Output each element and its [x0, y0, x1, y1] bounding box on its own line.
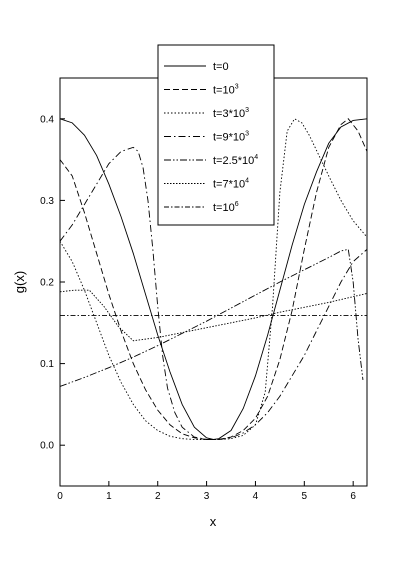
- plot-area: 0 1 2 3 4 5 6 0.0 0.1 0.2 0.3 0.4: [40, 77, 368, 502]
- legend-box: [157, 44, 275, 226]
- x-tick-label: 3: [204, 491, 210, 502]
- legend-label: t=9*103: [213, 131, 249, 144]
- legend-label: t=7*104: [213, 178, 249, 191]
- x-tick-label: 2: [155, 491, 161, 502]
- y-axis-label: g(x): [12, 271, 27, 293]
- legend-label: t=103: [213, 84, 239, 97]
- legend-label: t=2.5*104: [213, 154, 258, 167]
- y-tick-label: 0.2: [40, 278, 54, 289]
- y-tick-label: 0.3: [40, 196, 54, 207]
- x-tick-label: 4: [253, 491, 259, 502]
- legend-label: t=0: [213, 61, 229, 73]
- x-tick-label: 0: [57, 491, 63, 502]
- x-tick-label: 6: [350, 491, 356, 502]
- x-tick-label: 1: [106, 491, 112, 502]
- x-tick-label: 5: [302, 491, 308, 502]
- series-line-2: [59, 118, 368, 440]
- series-line-4: [59, 146, 368, 440]
- series-line-6: [59, 289, 368, 342]
- y-tick-label: 0.0: [40, 441, 54, 452]
- legend-label: t=3*103: [213, 107, 249, 120]
- x-axis-label: x: [210, 514, 217, 529]
- series-line-3: [59, 118, 368, 440]
- y-tick-label: 0.4: [40, 114, 54, 125]
- legend: t=0 t=103 t=3*103 t=9*103 t=2.5*104 t=7*104 t=…: [157, 44, 275, 226]
- legend-label: t=106: [213, 201, 239, 214]
- tick-layer: 0 1 2 3 4 5 6 0.0 0.1 0.2 0.3 0.4: [40, 114, 356, 502]
- series-layer: [59, 118, 368, 440]
- series-line-5: [59, 248, 364, 387]
- legend-entries: t=0 t=103 t=3*103 t=9*103 t=2.5*104 t=7*104 t=…: [164, 61, 258, 214]
- y-tick-label: 0.1: [40, 359, 54, 370]
